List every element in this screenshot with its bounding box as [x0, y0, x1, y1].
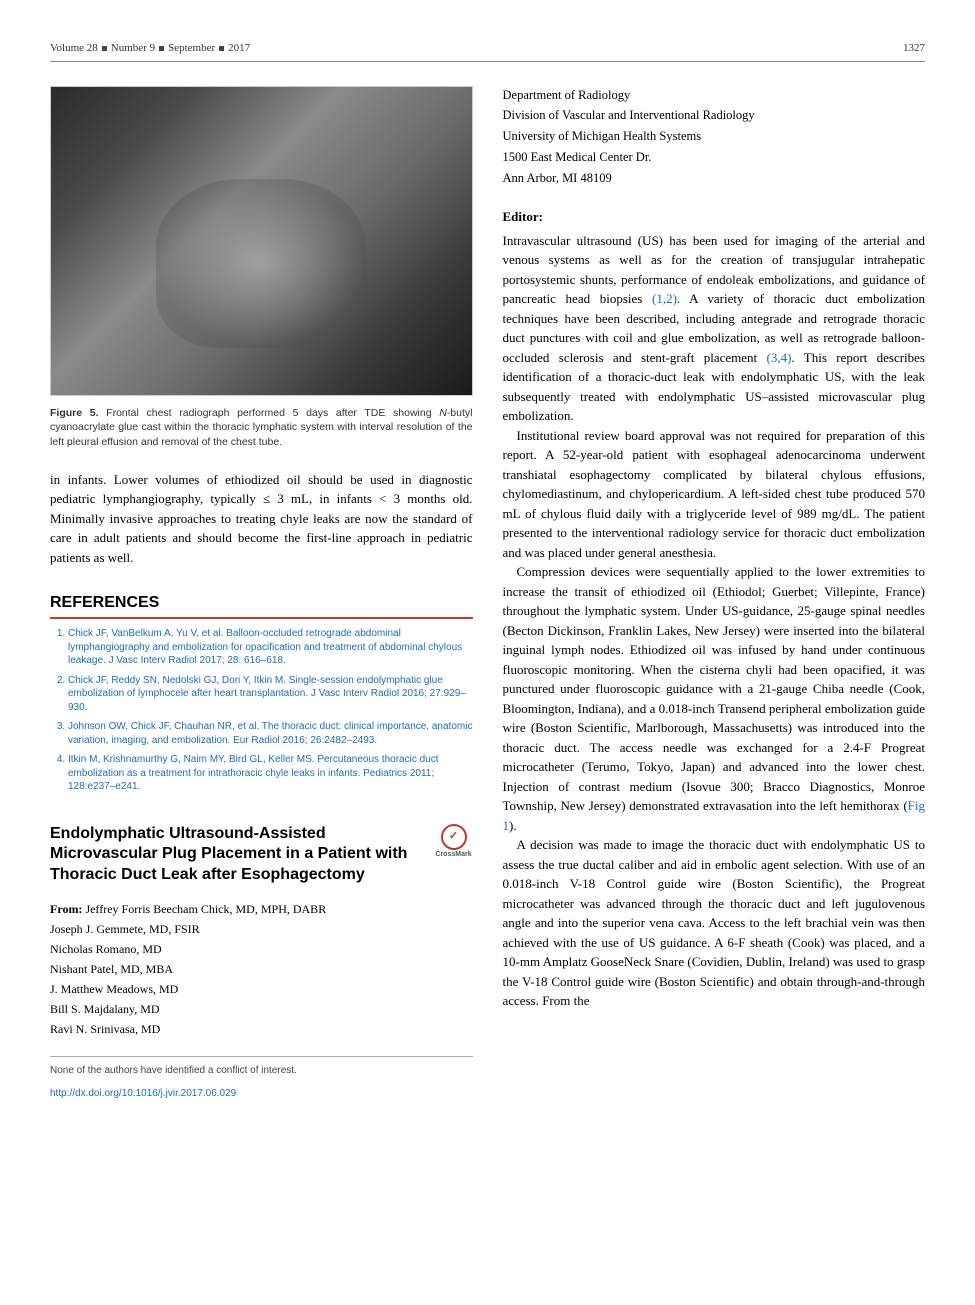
author-name: J. Matthew Meadows, MD [50, 980, 473, 998]
author-name: Nicholas Romano, MD [50, 940, 473, 958]
header-volume: Volume 28 [50, 42, 98, 54]
left-body-paragraph: in infants. Lower volumes of ethiodized … [50, 470, 473, 568]
citation-link[interactable]: (3,4) [767, 350, 792, 365]
crossmark-label: CrossMark [435, 850, 471, 859]
figure-5-caption: Figure 5. Frontal chest radiograph perfo… [50, 406, 473, 450]
author-name: Bill S. Majdalany, MD [50, 1000, 473, 1018]
header-page-number: 1327 [903, 40, 925, 57]
figure-label: Figure 5. [50, 407, 99, 419]
crossmark-badge[interactable]: ✓ CrossMark [435, 824, 473, 862]
references-heading: REFERENCES [50, 591, 473, 619]
affiliation-line: University of Michigan Health Systems [503, 127, 926, 146]
affiliation-line: Division of Vascular and Interventional … [503, 106, 926, 125]
affiliation-line: Department of Radiology [503, 86, 926, 105]
body-paragraph-2: Institutional review board approval was … [503, 426, 926, 563]
header-year: 2017 [228, 42, 250, 54]
reference-item[interactable]: Johnson OW, Chick JF, Chauhan NR, et al.… [68, 720, 473, 747]
article-title: Endolymphatic Ultrasound-Assisted Microv… [50, 824, 473, 886]
body-paragraph-1: Intravascular ultrasound (US) has been u… [503, 231, 926, 426]
doi-link[interactable]: http://dx.doi.org/10.1016/j.jvir.2017.06… [50, 1086, 473, 1101]
reference-item[interactable]: Chick JF, VanBelkum A, Yu V, et al. Ball… [68, 627, 473, 668]
figure-5-image [50, 86, 473, 396]
affiliation-line: 1500 East Medical Center Dr. [503, 148, 926, 167]
header-issue-info: Volume 28 Number 9 September 2017 [50, 40, 250, 57]
from-label: From: [50, 902, 82, 916]
reference-item[interactable]: Chick JF, Reddy SN, Nedolski GJ, Dori Y,… [68, 674, 473, 715]
body-paragraph-4: A decision was made to image the thoraci… [503, 835, 926, 1011]
author-name: Nishant Patel, MD, MBA [50, 960, 473, 978]
author-name: Jeffrey Forris Beecham Chick, MD, MPH, D… [85, 902, 326, 916]
author-name: Ravi N. Srinivasa, MD [50, 1020, 473, 1038]
author-name: Joseph J. Gemmete, MD, FSIR [50, 920, 473, 938]
header-number: Number 9 [111, 42, 155, 54]
editor-heading: Editor: [503, 207, 926, 227]
conflict-of-interest: None of the authors have identified a co… [50, 1056, 473, 1078]
body-paragraph-3: Compression devices were sequentially ap… [503, 562, 926, 835]
figure-caption-text: Frontal chest radiograph performed 5 day… [50, 407, 473, 448]
left-column: Figure 5. Frontal chest radiograph perfo… [50, 86, 473, 1101]
citation-link[interactable]: (1,2) [652, 291, 677, 306]
crossmark-icon: ✓ [441, 824, 467, 850]
references-list: Chick JF, VanBelkum A, Yu V, et al. Ball… [50, 627, 473, 794]
right-column: Department of Radiology Division of Vasc… [503, 86, 926, 1101]
affiliation-line: Ann Arbor, MI 48109 [503, 169, 926, 188]
header-month: September [168, 42, 215, 54]
page-header: Volume 28 Number 9 September 2017 1327 [50, 40, 925, 62]
author-from-line: From: Jeffrey Forris Beecham Chick, MD, … [50, 900, 473, 918]
reference-item[interactable]: Itkin M, Krishnamurthy G, Naim MY, Bird … [68, 753, 473, 794]
